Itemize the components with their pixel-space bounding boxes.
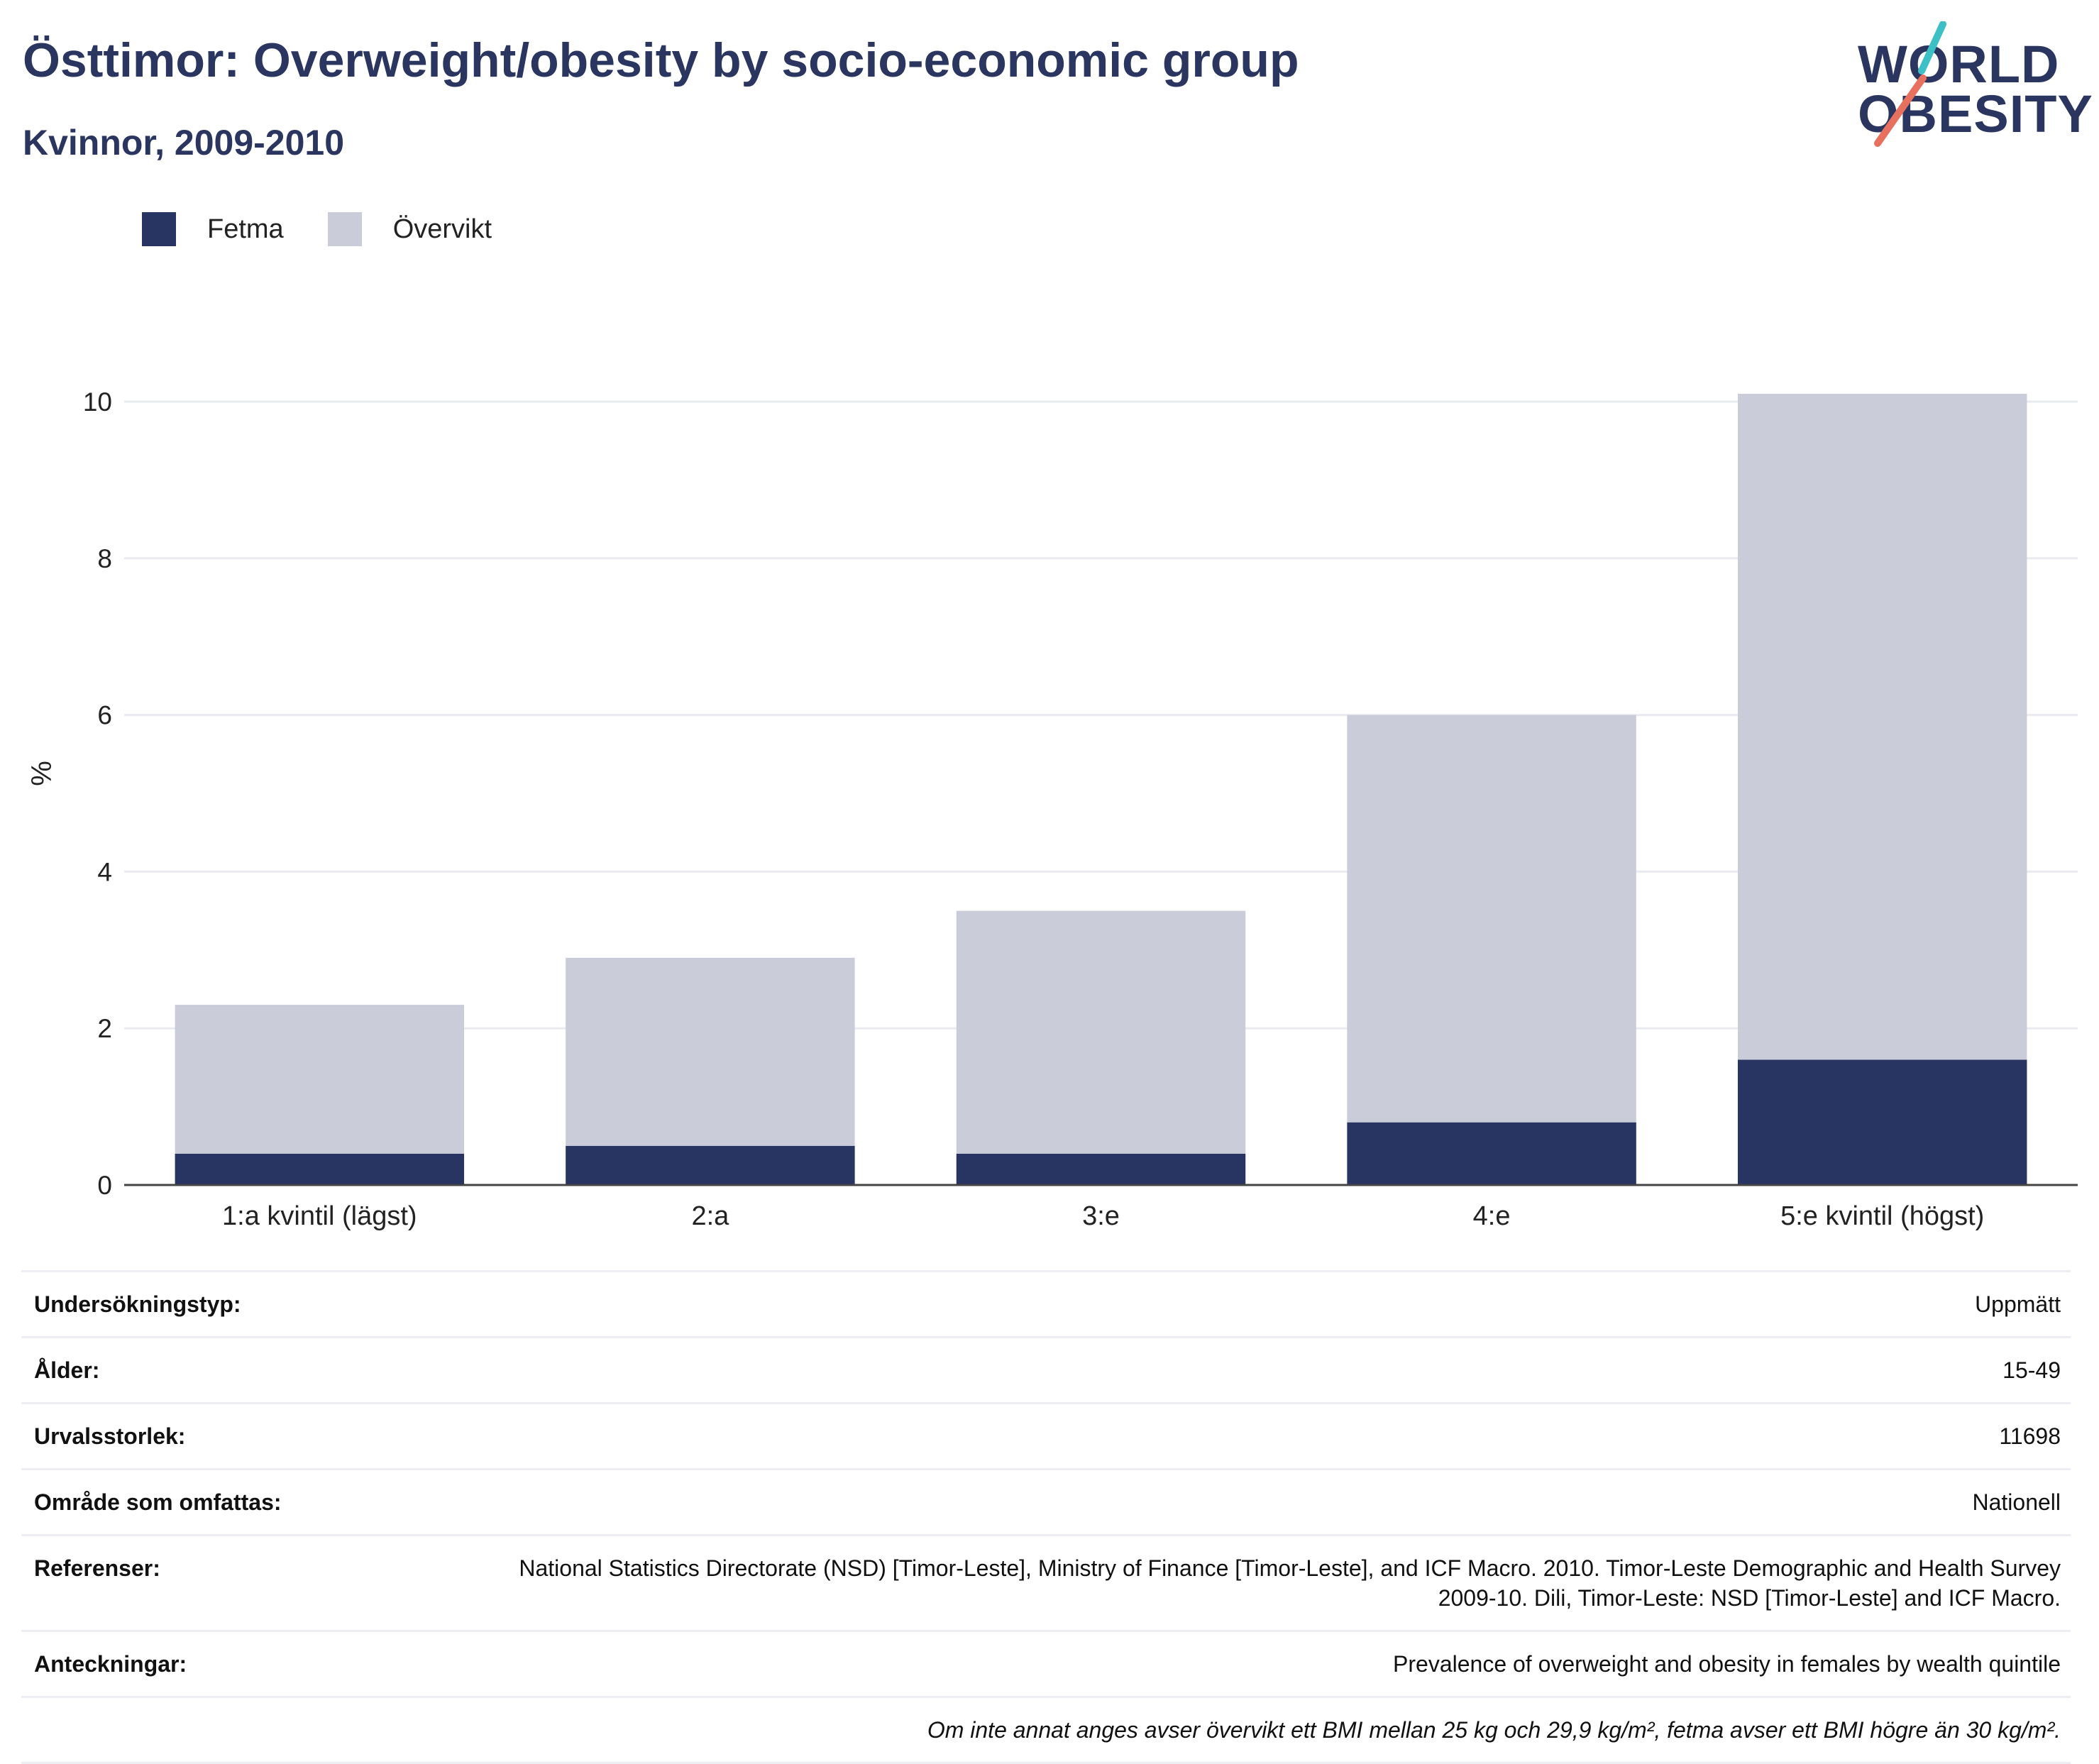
bar-segment (1737, 393, 2027, 1060)
legend-label: Övervikt (392, 214, 492, 244)
y-axis-label: % (26, 761, 57, 786)
bar-segment (566, 1145, 855, 1185)
chart-title: Östtimor: Overweight/obesity by socio-ec… (23, 33, 1299, 87)
legend: Fetma Övervikt (142, 211, 536, 247)
info-key: Referenser: (34, 1555, 160, 1581)
x-tick-label: 3:e (1082, 1201, 1120, 1231)
info-key: Ålder: (34, 1357, 100, 1383)
info-value: Nationell (1972, 1489, 2061, 1515)
info-key: Urvalsstorlek: (34, 1423, 186, 1449)
bar-segment (566, 957, 855, 1146)
info-key: Anteckningar: (34, 1651, 187, 1677)
x-tick-label: 1:a kvintil (lägst) (222, 1201, 417, 1231)
bar-segment (175, 1005, 465, 1154)
info-table: Undersökningstyp: Uppmätt Ålder: 15-49 U… (21, 1270, 2071, 1764)
legend-swatch (327, 212, 362, 246)
y-tick-label: 8 (97, 544, 112, 573)
logo-line-1: WORLD (1858, 35, 2060, 94)
info-footnote: Om inte annat anges avser övervikt ett B… (21, 1696, 2071, 1764)
logo-slash-icon (1874, 21, 1946, 147)
info-row-sample-size: Urvalsstorlek: 11698 (21, 1402, 2071, 1468)
bar-segment (1347, 1122, 1636, 1185)
y-tick-label: 4 (97, 857, 112, 886)
info-row-notes: Anteckningar: Prevalence of overweight a… (21, 1630, 2071, 1696)
info-row-references: Referenser: National Statistics Director… (21, 1534, 2071, 1630)
y-tick-label: 2 (97, 1014, 112, 1043)
y-tick-label: 6 (97, 701, 112, 730)
bar-segment (1347, 715, 1636, 1123)
bar-chart: 0 2 4 6 8 10% 1:a kvintil (lägst) 2:a 3:e 4:e 5:e … (26, 387, 2078, 1231)
info-value: Prevalence of overweight and obesity in … (1393, 1651, 2061, 1677)
x-tick-label: 5:e kvintil (högst) (1780, 1201, 1984, 1231)
info-value: Uppmätt (1975, 1291, 2061, 1317)
bar-segment (956, 1153, 1246, 1185)
footnote-text: Om inte annat anges avser övervikt ett B… (927, 1717, 2061, 1743)
legend-item-fetma[interactable]: Fetma (142, 212, 284, 246)
legend-item-overvikt[interactable]: Övervikt (327, 212, 492, 246)
x-tick-label: 2:a (691, 1201, 729, 1231)
info-row-survey-type: Undersökningstyp: Uppmätt (21, 1270, 2071, 1336)
info-value: 15-49 (2002, 1357, 2061, 1383)
info-value: 11698 (1999, 1423, 2061, 1449)
info-row-area: Område som omfattas: Nationell (21, 1468, 2071, 1534)
bar-segment (956, 910, 1246, 1154)
info-key: Område som omfattas: (34, 1489, 282, 1515)
y-tick-label: 10 (83, 387, 112, 417)
x-tick-label: 4:e (1473, 1201, 1511, 1231)
info-key: Undersökningstyp: (34, 1291, 241, 1317)
bar-segment (175, 1153, 465, 1185)
info-value: National Statistics Directorate (NSD) [T… (519, 1555, 2061, 1611)
chart-subtitle: Kvinnor, 2009-2010 (23, 123, 345, 162)
legend-swatch (142, 212, 176, 246)
world-obesity-logo: WORLD OBESITY (1852, 21, 2093, 149)
bar-segment (1737, 1059, 2027, 1185)
info-row-age: Ålder: 15-49 (21, 1336, 2071, 1402)
y-tick-label: 0 (97, 1171, 112, 1200)
legend-label: Fetma (207, 214, 284, 244)
